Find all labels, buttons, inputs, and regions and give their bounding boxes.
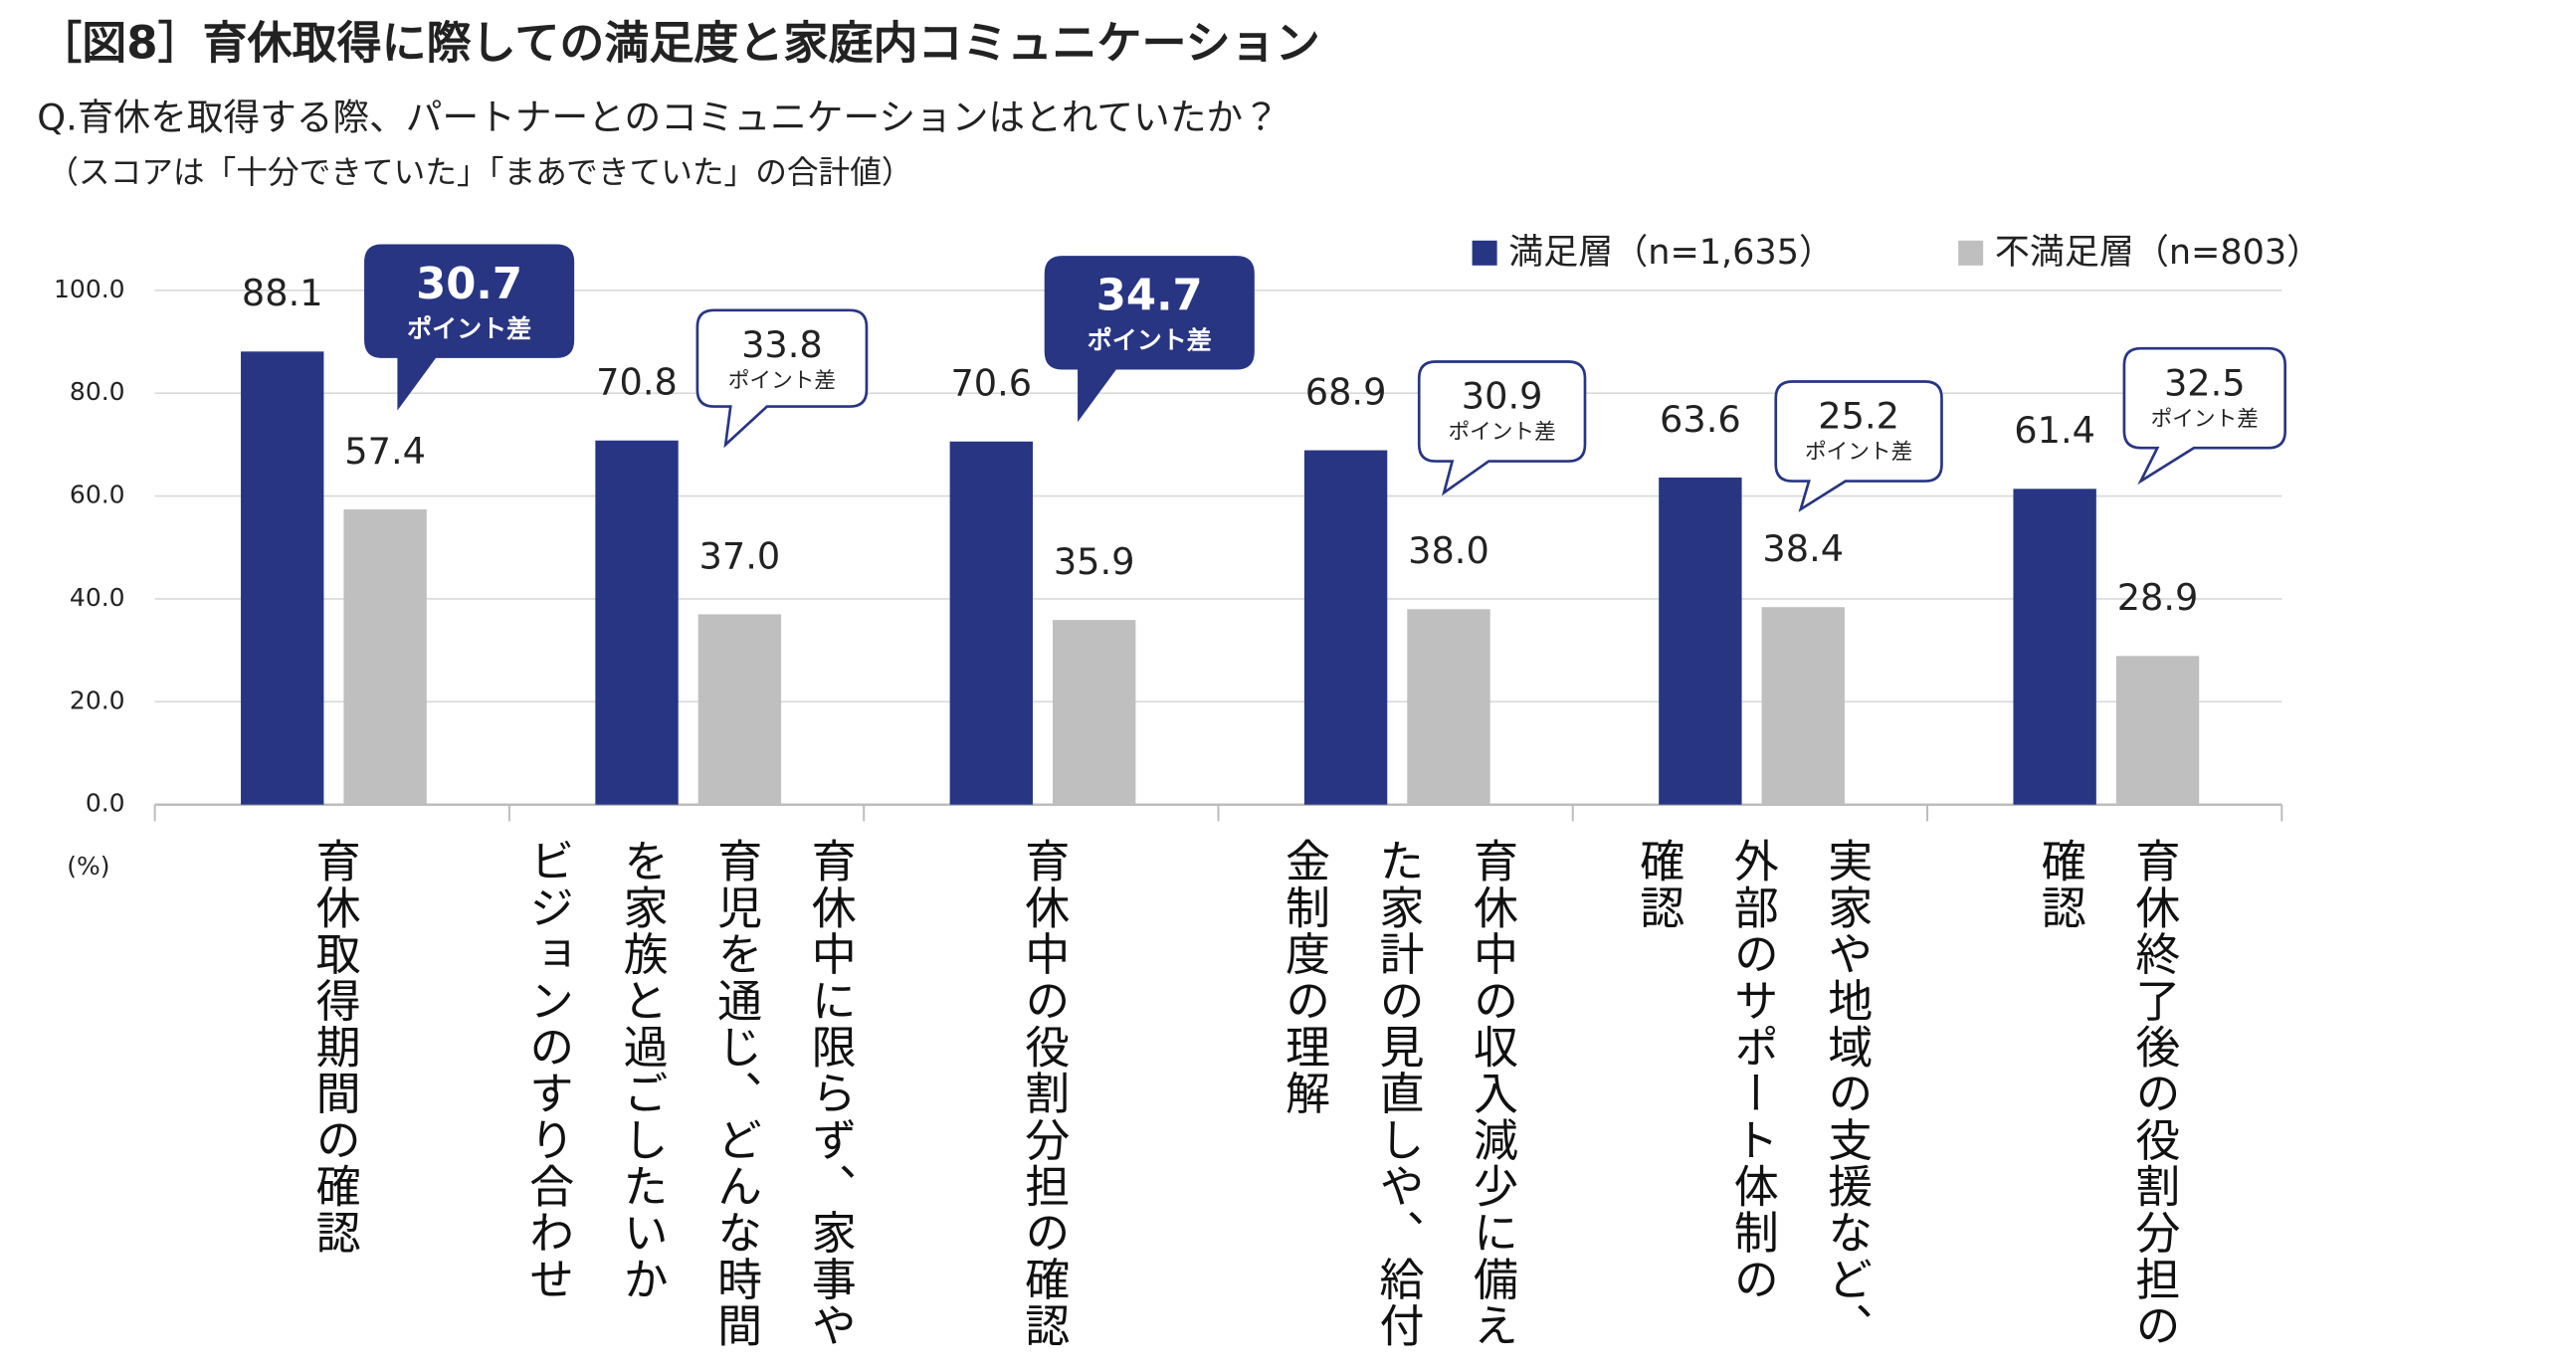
callout-label: ポイント差 [2151,407,2259,432]
bar [1761,607,1845,805]
callout-box [2122,346,2286,486]
callout-label: ポイント差 [1088,325,1212,354]
callout-value: 32.5 [2164,361,2246,404]
bar [1659,477,1742,805]
callout-label: ポイント差 [728,369,836,394]
bar [241,351,324,805]
value-label: 88.1 [242,272,323,314]
category-label-wrap: 育休中に限らず、家事や 育児を通じ、どんな時間 を家族と過ごしたいか ビジョンの… [509,838,864,1372]
callout-box [1417,360,1587,496]
category-label-wrap: 育休中の収入減少に備え た家計の見直しや、給付 金制度の理解 [1218,838,1572,1372]
x-tick-label: 育休中の役割分担の確認 [1016,838,1069,1349]
category-label-box: 実家や地域の支援など、 外部のサポート体制の 確認 [1573,838,1927,1372]
callout-box [1774,380,1943,512]
bar [949,441,1033,805]
value-label: 70.6 [950,362,1032,405]
value-label: 61.4 [2014,409,2095,452]
legend-swatch [1472,240,1497,266]
category-label-box: 育休中の収入減少に備え た家計の見直しや、給付 金制度の理解 [1218,838,1572,1372]
value-label: 63.6 [1660,398,1741,441]
chart-title: ［図8］育休取得に際しての満足度と家庭内コミュニケーション [37,17,1320,70]
chart-note: （スコアは「十分できていた」「まあできていた」の合計値） [47,155,912,191]
x-tick-label: 実家や地域の支援など、 外部のサポート体制の 確認 [1631,838,1872,1349]
x-tick-label: 育休取得期間の確認 [307,838,360,1257]
bar [343,509,427,805]
callout-value: 30.7 [416,260,522,309]
bar [2013,489,2096,805]
y-tick-label: 60.0 [70,481,125,509]
bar [595,440,679,805]
y-tick-label: 40.0 [70,583,125,612]
y-tick-label: 100.0 [54,275,125,303]
x-tick-label: 育休終了後の役割分担の 確認 [2033,838,2179,1349]
value-label: 35.9 [1054,540,1135,583]
y-tick-label: 20.0 [70,686,125,714]
callout-box [695,308,869,449]
callout-box [364,244,575,411]
bar [2115,656,2200,805]
bar [1303,450,1388,805]
category-label-box: 育休中に限らず、家事や 育児を通じ、どんな時間 を家族と過ごしたいか ビジョンの… [509,838,864,1372]
value-label: 37.0 [699,534,781,577]
value-label: 38.4 [1762,527,1844,570]
y-axis-label: (%) [67,852,109,881]
callout-label: ポイント差 [1448,420,1555,445]
bar [697,614,782,805]
callout-box [1044,256,1255,423]
value-label: 57.4 [344,430,426,473]
value-label: 28.9 [2117,576,2199,619]
category-label-wrap: 実家や地域の支援など、 外部のサポート体制の 確認 [1573,838,1927,1372]
category-label-wrap: 育休終了後の役割分担の 確認 [1927,838,2281,1372]
y-tick-label: 80.0 [70,377,125,406]
value-label: 38.0 [1408,529,1489,572]
callout-label: ポイント差 [407,314,531,343]
callout-label: ポイント差 [1805,440,1912,465]
x-tick-label: 育休中の収入減少に備え た家計の見直しや、給付 金制度の理解 [1277,838,1517,1349]
value-label: 70.8 [596,361,678,404]
callout-value: 30.9 [1462,375,1543,418]
bar [1052,620,1136,805]
legend-label: 満足層（n=1,635） [1508,233,1834,273]
category-label-box: 育休終了後の役割分担の 確認 [1927,838,2281,1372]
x-tick-label: 育休中に限らず、家事や 育児を通じ、どんな時間 を家族と過ごしたいか ビジョンの… [520,838,856,1349]
callout-value: 34.7 [1096,272,1203,321]
category-label-box: 育休中の役割分担の確認 [864,838,1218,1372]
category-label-box: 育休取得期間の確認 [155,838,509,1372]
y-tick-label: 0.0 [86,789,125,818]
value-label: 68.9 [1305,370,1387,413]
chart-subtitle: Q.育休を取得する際、パートナーとのコミュニケーションはとれていたか？ [37,97,1280,139]
category-label-wrap: 育休中の役割分担の確認 [864,838,1218,1372]
legend-label: 不満足層（n=803） [1995,233,2321,273]
bar [1407,609,1490,805]
callout-value: 25.2 [1818,395,1899,438]
legend-swatch [1958,240,1984,266]
callout-value: 33.8 [741,323,823,366]
category-label-wrap: 育休取得期間の確認 [155,838,509,1372]
